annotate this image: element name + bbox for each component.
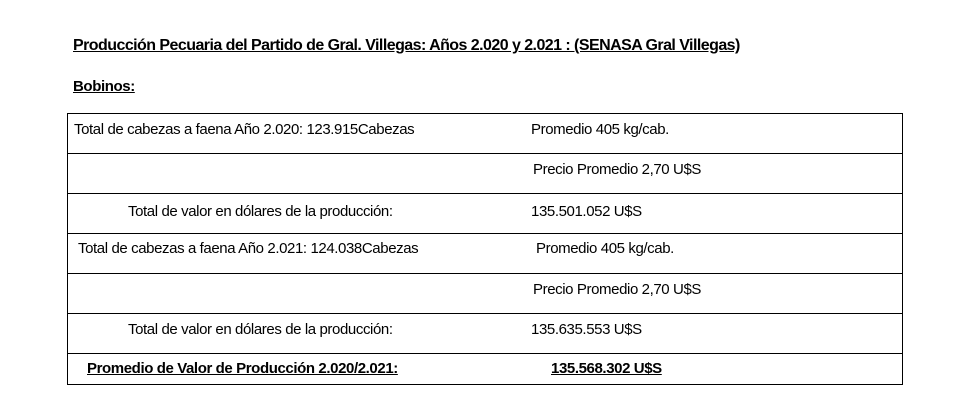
table-row: Total de valor en dólares de la producci… <box>67 193 903 234</box>
summary-row: Promedio de Valor de Producción 2.020/2.… <box>67 353 903 385</box>
row-left-text: Total de cabezas a faena Año 2.020: 123.… <box>74 121 415 138</box>
table-row: Precio Promedio 2,70 U$S <box>67 273 903 314</box>
row-right-text: Precio Promedio 2,70 U$S <box>533 281 701 298</box>
table-row: Precio Promedio 2,70 U$S <box>67 153 903 194</box>
row-right-text: Promedio 405 kg/cab. <box>531 121 669 138</box>
section-heading: Bobinos: <box>73 78 135 95</box>
row-right-text: 135.635.553 U$S <box>531 321 642 338</box>
row-left-text: Total de valor en dólares de la producci… <box>128 203 393 220</box>
table-row: Total de cabezas a faena Año 2.020: 123.… <box>67 113 903 154</box>
page-title: Producción Pecuaria del Partido de Gral.… <box>73 37 740 54</box>
row-right-text: 135.501.052 U$S <box>531 203 642 220</box>
table-row: Total de valor en dólares de la producci… <box>67 313 903 354</box>
table-row: Total de cabezas a faena Año 2.021: 124.… <box>67 233 903 274</box>
row-right-text: Precio Promedio 2,70 U$S <box>533 161 701 178</box>
row-left-text: Total de cabezas a faena Año 2.021: 124.… <box>78 240 419 257</box>
summary-value: 135.568.302 U$S <box>551 360 662 377</box>
production-table: Total de cabezas a faena Año 2.020: 123.… <box>67 113 903 385</box>
summary-label: Promedio de Valor de Producción 2.020/2.… <box>87 360 398 377</box>
row-left-text: Total de valor en dólares de la producci… <box>128 321 393 338</box>
row-right-text: Promedio 405 kg/cab. <box>536 240 674 257</box>
